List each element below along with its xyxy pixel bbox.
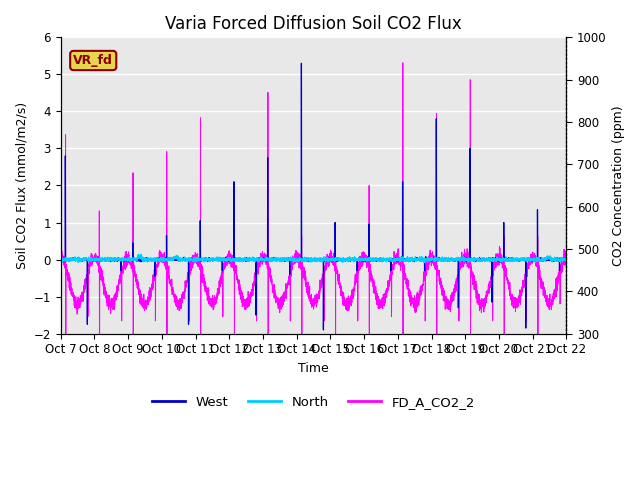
Y-axis label: Soil CO2 Flux (mmol/m2/s): Soil CO2 Flux (mmol/m2/s) [15, 102, 28, 269]
Text: VR_fd: VR_fd [74, 54, 113, 67]
X-axis label: Time: Time [298, 362, 329, 375]
Legend: West, North, FD_A_CO2_2: West, North, FD_A_CO2_2 [147, 391, 481, 414]
Title: Varia Forced Diffusion Soil CO2 Flux: Varia Forced Diffusion Soil CO2 Flux [165, 15, 462, 33]
Y-axis label: CO2 Concentration (ppm): CO2 Concentration (ppm) [612, 105, 625, 266]
